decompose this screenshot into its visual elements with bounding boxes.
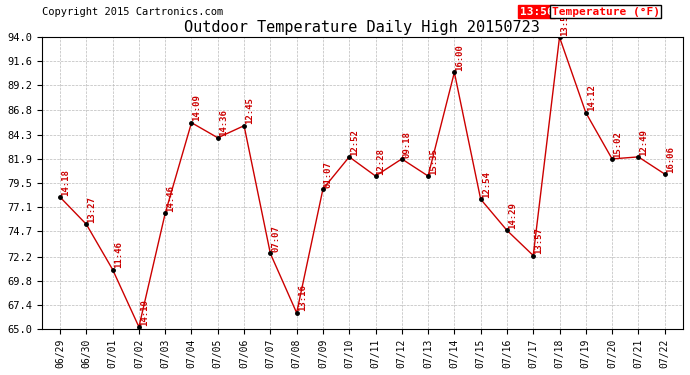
Text: 13:56: 13:56 bbox=[520, 7, 553, 17]
Text: 13:16: 13:16 bbox=[297, 285, 306, 312]
Text: 13:27: 13:27 bbox=[88, 196, 97, 223]
Text: 14:10: 14:10 bbox=[140, 298, 149, 326]
Text: 14:29: 14:29 bbox=[508, 202, 517, 229]
Text: 15:35: 15:35 bbox=[429, 148, 438, 175]
Text: 14:36: 14:36 bbox=[219, 110, 228, 136]
Text: 13:57: 13:57 bbox=[534, 227, 543, 254]
Text: 07:07: 07:07 bbox=[271, 225, 280, 252]
Text: 14:46: 14:46 bbox=[166, 185, 175, 212]
Text: 16:00: 16:00 bbox=[455, 44, 464, 71]
Text: 09:18: 09:18 bbox=[403, 130, 412, 158]
Text: 01:07: 01:07 bbox=[324, 161, 333, 188]
Text: 14:18: 14:18 bbox=[61, 169, 70, 196]
Text: 12:28: 12:28 bbox=[377, 148, 386, 175]
Text: 14:09: 14:09 bbox=[193, 94, 201, 121]
Text: 14:12: 14:12 bbox=[587, 84, 596, 111]
Text: 15:02: 15:02 bbox=[613, 130, 622, 158]
Text: 12:54: 12:54 bbox=[482, 171, 491, 198]
Text: Temperature (°F): Temperature (°F) bbox=[551, 7, 660, 17]
Text: 12:52: 12:52 bbox=[351, 129, 359, 156]
Text: 11:46: 11:46 bbox=[114, 242, 123, 268]
Text: 12:45: 12:45 bbox=[245, 98, 254, 124]
Title: Outdoor Temperature Daily High 20150723: Outdoor Temperature Daily High 20150723 bbox=[184, 20, 540, 34]
Text: 12:49: 12:49 bbox=[640, 129, 649, 156]
Text: 13:56: 13:56 bbox=[560, 9, 569, 36]
Text: Copyright 2015 Cartronics.com: Copyright 2015 Cartronics.com bbox=[41, 7, 223, 17]
Text: 16:06: 16:06 bbox=[666, 146, 675, 172]
